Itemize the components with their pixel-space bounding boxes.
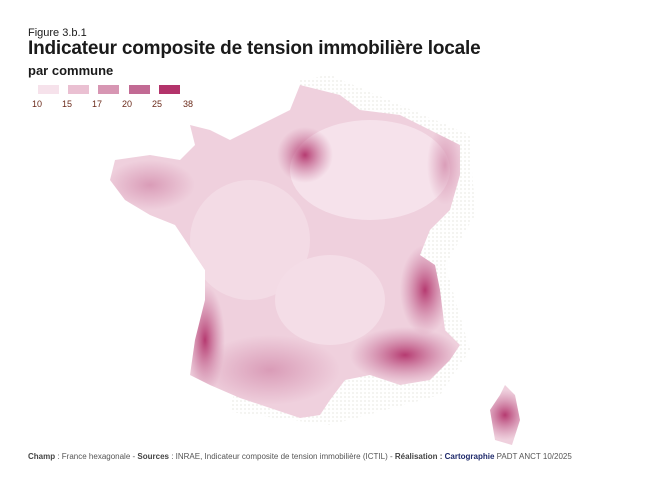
sources-label: Sources	[137, 452, 169, 461]
legend-swatch-2	[68, 85, 89, 94]
champ-value: : France hexagonale -	[55, 452, 138, 461]
legend-label: 17	[91, 99, 103, 109]
map-subtitle: par commune	[28, 63, 114, 78]
legend-swatch-5	[159, 85, 180, 94]
realisation-label: Réalisation :	[394, 452, 445, 461]
sources-value: : INRAE, Indicateur composite de tension…	[168, 452, 395, 461]
map-title: Indicateur composite de tension immobili…	[28, 38, 481, 59]
legend-swatch-4	[129, 85, 150, 94]
legend-label: 25	[151, 99, 163, 109]
legend-swatch-1	[38, 85, 59, 94]
figure-label: Figure 3.b.1	[28, 27, 87, 39]
legend-label: 38	[182, 99, 194, 109]
legend-label: 15	[61, 99, 73, 109]
legend-swatch-3	[98, 85, 119, 94]
champ-label: Champ	[28, 452, 56, 461]
legend-label: 10	[31, 99, 43, 109]
credit: PADT ANCT 10/2025	[494, 452, 572, 461]
source-footer: Champ : France hexagonale - Sources : IN…	[28, 452, 572, 461]
cartographie-label: Cartographie	[444, 452, 495, 461]
legend-label: 20	[121, 99, 133, 109]
